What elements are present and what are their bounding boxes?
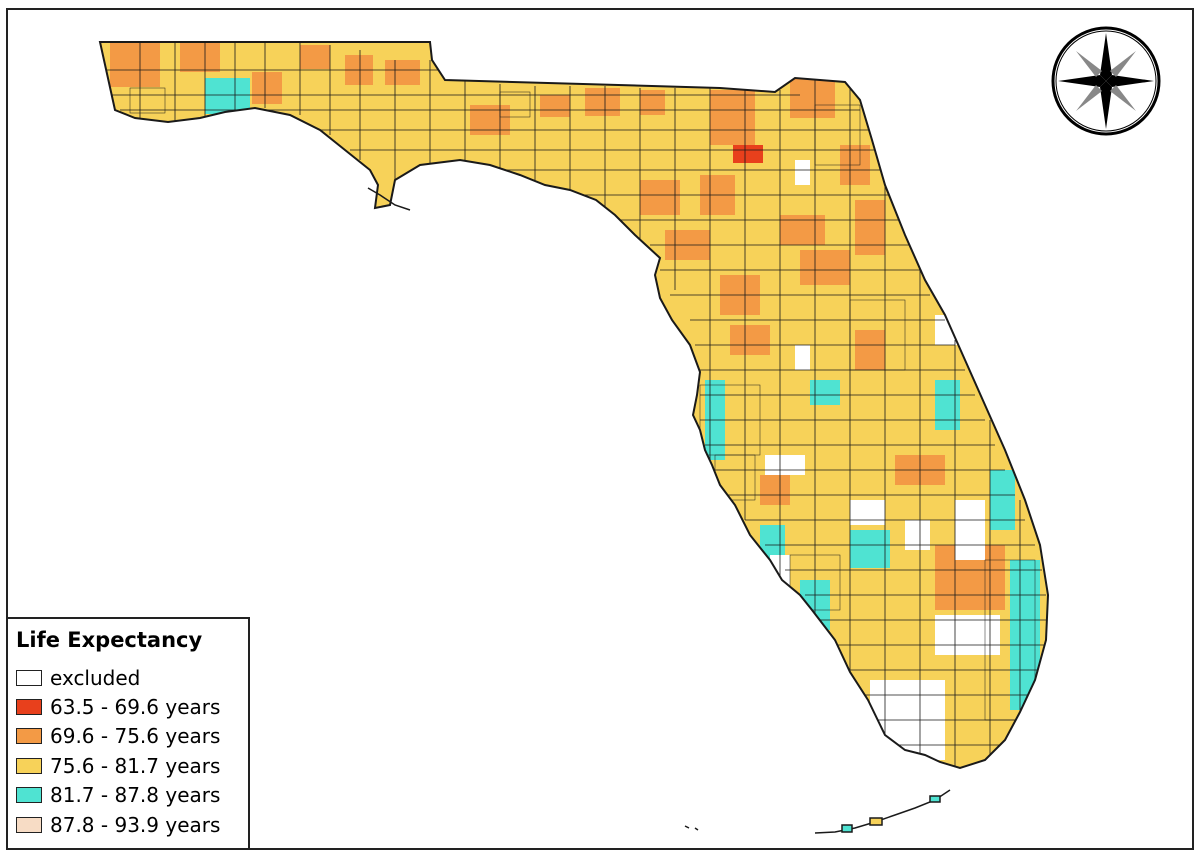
legend-item-63-69: 63.5 - 69.6 years — [16, 692, 248, 721]
legend-title: Life Expectancy — [16, 628, 203, 652]
coastline-island — [367, 187, 411, 211]
legend-label: 87.8 - 93.9 years — [50, 812, 221, 837]
map-legend: Life Expectancy excluded 63.5 - 69.6 yea… — [6, 617, 250, 850]
tract-region — [1010, 560, 1040, 710]
legend-label: excluded — [50, 665, 141, 690]
legend-label: 75.6 - 81.7 years — [50, 753, 221, 778]
legend-item-81-87: 81.7 - 87.8 years — [16, 781, 248, 810]
tract-boundaries — [100, 42, 1046, 768]
tract-region — [850, 530, 890, 568]
legend-item-69-75: 69.6 - 75.6 years — [16, 722, 248, 751]
legend-swatch — [16, 787, 42, 804]
tract-region — [730, 325, 770, 355]
tract-region-excluded — [935, 615, 1000, 655]
compass-rose-icon — [1051, 26, 1161, 136]
tract-region — [540, 95, 570, 117]
tract-region — [855, 330, 885, 370]
tract-region — [205, 78, 250, 114]
tract-region — [855, 200, 885, 255]
tract-region — [935, 380, 960, 430]
legend-swatch — [16, 728, 42, 745]
legend-item-87-93: 87.8 - 93.9 years — [16, 810, 248, 839]
tract-region — [760, 525, 785, 560]
tract-region — [800, 250, 850, 285]
legend-item-75-81: 75.6 - 81.7 years — [16, 751, 248, 780]
tract-region — [300, 45, 330, 69]
tract-region — [180, 42, 220, 72]
florida-keys — [684, 789, 951, 834]
tract-region-excluded — [795, 345, 810, 370]
tract-region-excluded — [905, 520, 930, 550]
legend-label: 69.6 - 75.6 years — [50, 724, 221, 749]
tract-region — [790, 78, 835, 118]
tract-region — [780, 215, 825, 245]
tract-region-excluded — [765, 455, 805, 475]
tract-region — [710, 90, 755, 145]
tract-region — [810, 380, 840, 405]
tract-region — [252, 72, 282, 104]
tract-region — [990, 470, 1015, 530]
legend-item-excluded: excluded — [16, 663, 248, 692]
tract-region — [470, 105, 510, 135]
tract-region — [640, 90, 665, 115]
tract-region — [640, 180, 680, 215]
tract-region-excluded — [795, 160, 810, 185]
legend-label: 63.5 - 69.6 years — [50, 695, 221, 720]
tract-region-excluded — [850, 500, 885, 525]
legend-swatch — [16, 757, 42, 774]
legend-rows: excluded 63.5 - 69.6 years 69.6 - 75.6 y… — [16, 663, 248, 839]
urban-tract-clusters — [129, 87, 1036, 721]
tract-region — [760, 475, 790, 505]
legend-swatch — [16, 816, 42, 833]
tract-region — [385, 60, 420, 85]
tract-region — [110, 42, 160, 87]
legend-swatch — [16, 699, 42, 716]
tract-region-excluded — [955, 500, 985, 560]
legend-swatch — [16, 669, 42, 686]
tract-region — [585, 88, 620, 116]
legend-label: 81.7 - 87.8 years — [50, 783, 221, 808]
tract-region-lowest — [733, 145, 763, 163]
